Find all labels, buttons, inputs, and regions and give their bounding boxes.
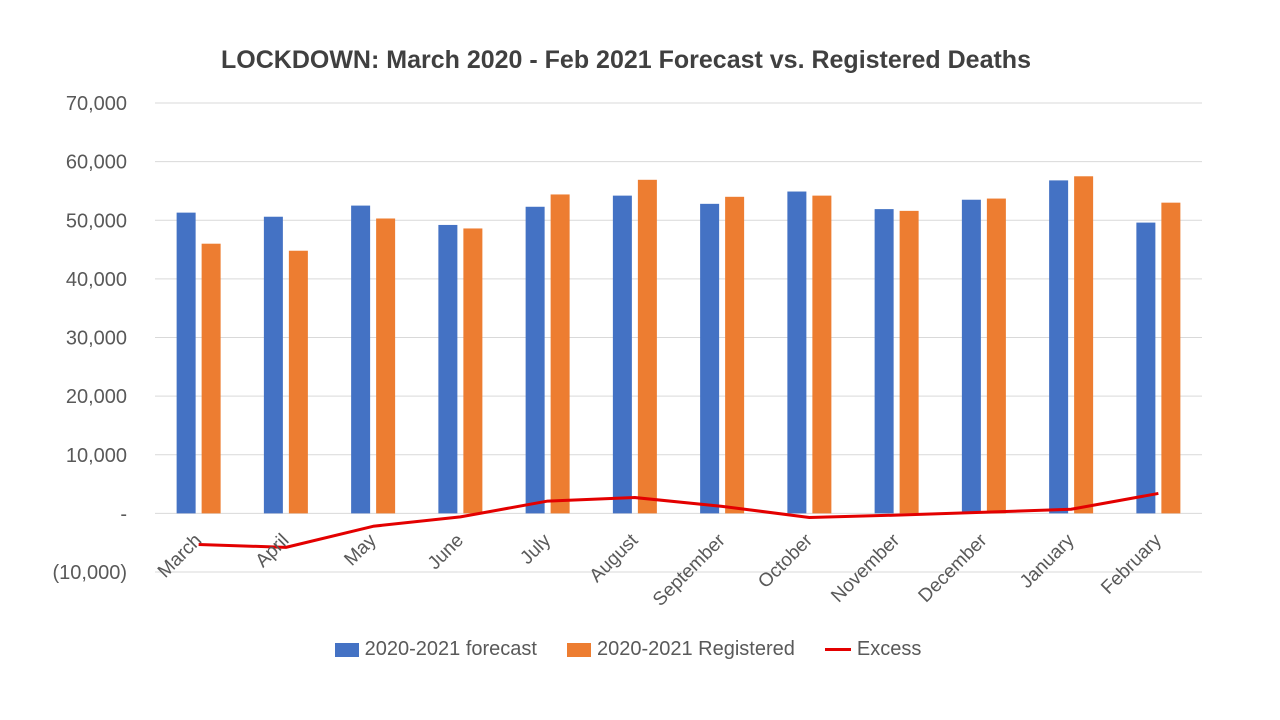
x-category-label: July [516,530,555,569]
legend-label-registered: 2020-2021 Registered [596,638,795,660]
legend: 2020-2021 forecast 2020-2021 Registered … [0,638,1256,661]
bar-registered[interactable] [986,198,1006,514]
bar-registered[interactable] [812,195,832,514]
y-tick-label: 60,000 [66,152,127,174]
x-category-label: September [649,530,730,611]
x-category-label: April [252,530,294,572]
legend-item-forecast[interactable]: 2020-2021 forecast [334,638,537,661]
bar-registered[interactable] [201,243,221,514]
legend-swatch-excess [824,648,851,651]
bar-registered[interactable] [1074,176,1094,514]
legend-swatch-registered [566,642,591,657]
x-category-label: November [827,530,904,607]
x-category-label: June [424,530,468,574]
bar-forecast[interactable] [1136,222,1156,514]
y-tick-label: 20,000 [66,386,127,408]
bar-registered[interactable] [637,179,657,514]
x-category-label: May [340,530,381,571]
bar-registered[interactable] [550,194,570,514]
x-category-label: October [754,530,817,593]
legend-item-excess[interactable]: Excess [824,638,922,661]
x-category-label: February [1097,530,1166,599]
x-category-label: August [586,530,643,587]
x-category-label: March [154,530,206,582]
bar-registered[interactable] [725,196,745,514]
bar-forecast[interactable] [263,216,283,514]
x-category-label: January [1016,530,1079,593]
y-tick-label: 40,000 [66,269,127,291]
bar-registered[interactable] [899,210,919,514]
bar-forecast[interactable] [787,191,807,514]
y-tick-label: 70,000 [66,93,127,115]
bar-forecast[interactable] [874,209,894,514]
bar-forecast[interactable] [612,195,632,514]
bar-registered[interactable] [288,250,308,514]
bar-forecast[interactable] [961,199,981,514]
bar-forecast[interactable] [438,224,458,514]
bar-forecast[interactable] [176,212,196,514]
y-tick-label: 30,000 [66,328,127,350]
bar-forecast[interactable] [700,203,720,514]
y-tick-label: - [120,503,127,525]
gridlines [155,102,1202,573]
bar-registered[interactable] [376,218,396,514]
excess-line-layer [198,491,1159,549]
excess-line[interactable] [198,491,1159,549]
bar-forecast[interactable] [351,205,371,514]
y-tick-label: 50,000 [66,210,127,232]
y-tick-label: 10,000 [66,445,127,467]
x-category-label: December [915,530,992,607]
legend-label-excess: Excess [856,638,922,660]
legend-item-registered[interactable]: 2020-2021 Registered [566,638,795,661]
bar-registered[interactable] [463,228,483,514]
legend-swatch-forecast [334,642,359,657]
legend-label-forecast: 2020-2021 forecast [364,638,537,660]
chart-title: LOCKDOWN: March 2020 - Feb 2021 Forecast… [221,46,1031,74]
bars [176,176,1181,514]
y-axis-ticks: (10,000) - 10,000 20,000 30,000 40,000 50,000 6… [53,93,128,584]
bar-registered[interactable] [1161,202,1181,514]
bar-forecast[interactable] [1049,180,1069,514]
y-tick-label: (10,000) [53,562,128,584]
bar-forecast[interactable] [525,206,545,514]
